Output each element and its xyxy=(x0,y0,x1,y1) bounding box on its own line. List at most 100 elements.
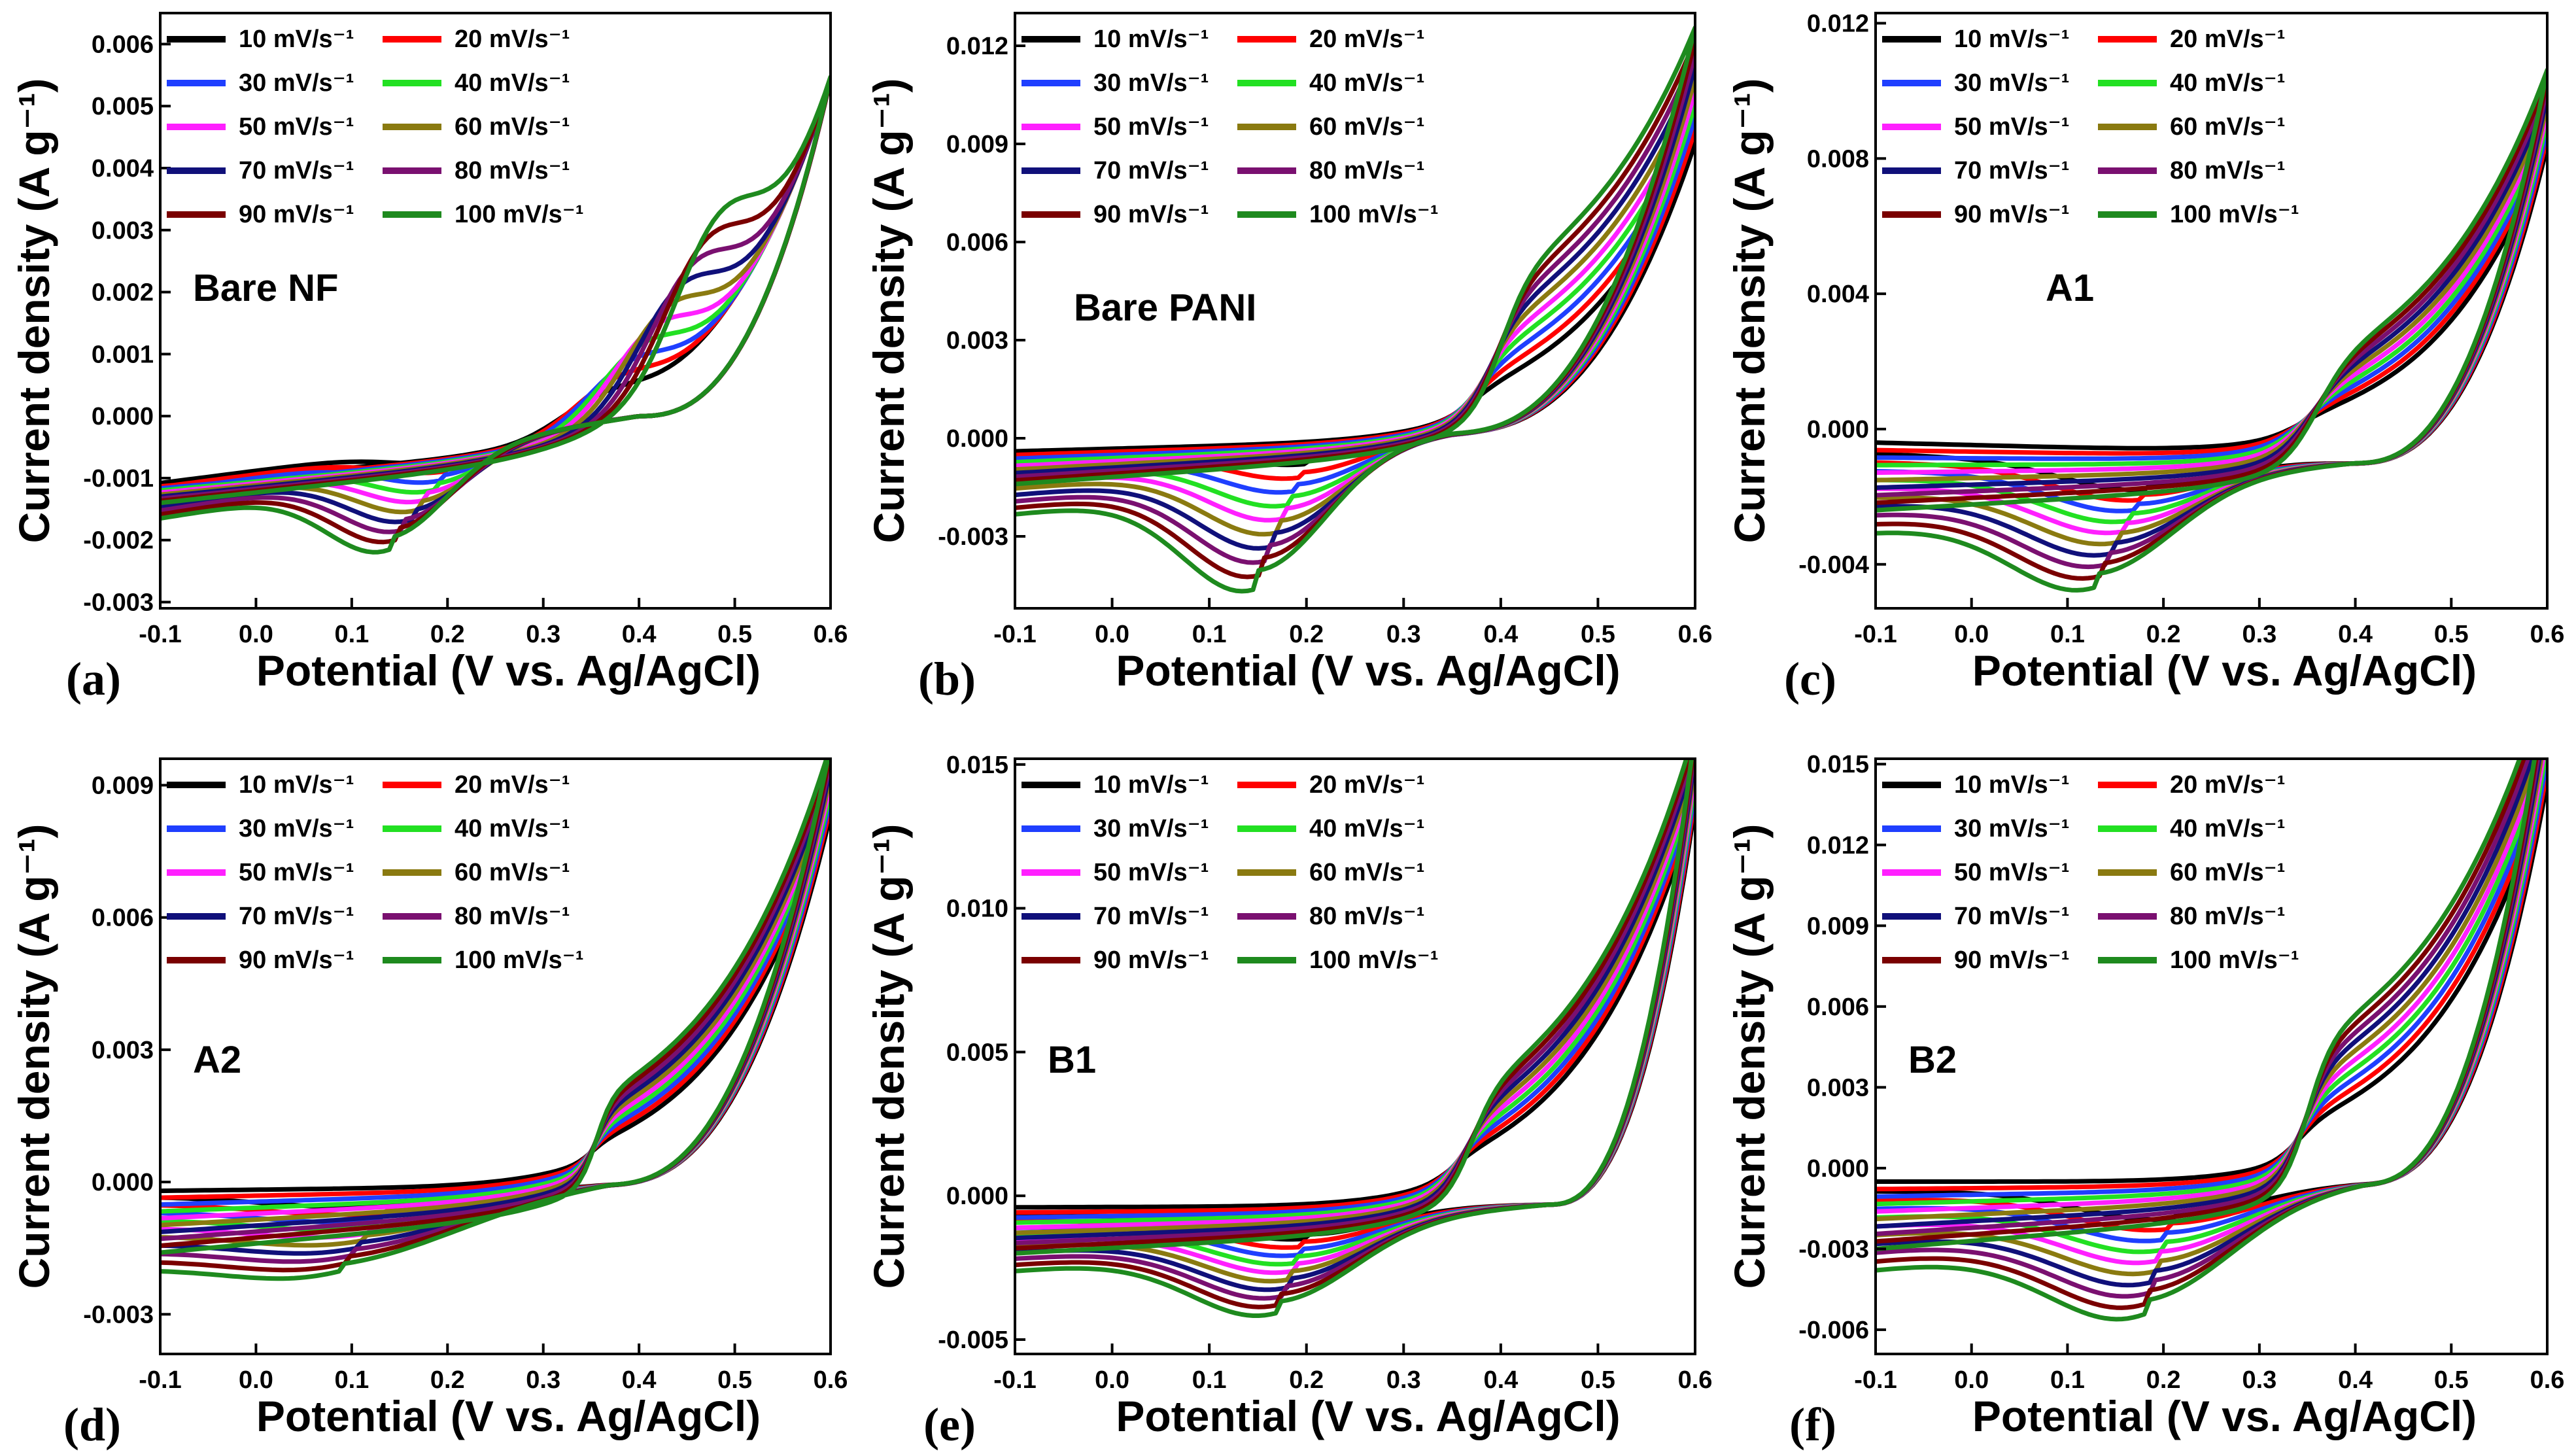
cv-curve-7 xyxy=(1015,759,1695,1292)
legend-entry-9: 90 mV/s⁻¹ xyxy=(1093,201,1209,228)
legend-entry-7: 70 mV/s⁻¹ xyxy=(239,903,354,930)
y-tick-label: -0.005 xyxy=(938,1326,1008,1354)
x-axis-label: Potential (V vs. Ag/AgCl) xyxy=(1116,646,1620,695)
x-axis-label: Potential (V vs. Ag/AgCl) xyxy=(256,646,761,695)
y-tick-label: 0.000 xyxy=(946,1183,1008,1210)
legend-entry-1: 10 mV/s⁻¹ xyxy=(239,771,354,799)
x-tick-label: 0.3 xyxy=(1386,621,1421,648)
legend-entry-8: 80 mV/s⁻¹ xyxy=(455,903,570,930)
y-tick-label: -0.003 xyxy=(938,523,1008,551)
y-tick-label: -0.003 xyxy=(1798,1236,1869,1263)
legend-entry-7: 70 mV/s⁻¹ xyxy=(1954,903,2069,930)
plot-frame xyxy=(1014,12,1696,610)
legend-entry-1: 10 mV/s⁻¹ xyxy=(1954,26,2069,53)
y-tick-label: 0.009 xyxy=(946,131,1008,158)
x-tick-label: 0.3 xyxy=(2242,621,2276,648)
plot-frame xyxy=(1874,12,2549,610)
y-axis-label: Current density (A g⁻¹) xyxy=(10,824,58,1289)
x-tick-label: 0.1 xyxy=(2050,1366,2085,1394)
x-tick-label: -0.1 xyxy=(1854,621,1897,648)
x-tick-label: 0.3 xyxy=(526,1366,560,1394)
y-tick-label: -0.003 xyxy=(83,1301,154,1328)
panel-d: -0.1 0.0 0.1 0.2 0.3 0.4 0.5 0.6 -0.003 0.000 0.00… xyxy=(10,757,848,1451)
cv-curves xyxy=(160,759,831,1281)
y-tick-label: 0.012 xyxy=(946,33,1008,60)
legend-entry-2: 20 mV/s⁻¹ xyxy=(455,771,570,799)
panel-a: -0.1 0.0 0.1 0.2 0.3 0.4 0.5 0.6 -0.003 -0.002 -0.… xyxy=(10,12,848,705)
legend-entry-4: 40 mV/s⁻¹ xyxy=(1309,815,1424,842)
y-tick-label: 0.005 xyxy=(946,1039,1008,1066)
legend-entry-9: 90 mV/s⁻¹ xyxy=(1954,946,2069,974)
legend-entry-3: 30 mV/s⁻¹ xyxy=(239,815,354,842)
plot-frame xyxy=(1014,757,1696,1355)
y-tick-label: 0.004 xyxy=(92,155,154,182)
panel-c: -0.1 0.0 0.1 0.2 0.3 0.4 0.5 0.6 -0.004 0.000 0.00… xyxy=(1725,10,2564,705)
x-tick-label: 0.1 xyxy=(2050,621,2085,648)
legend-entry-1: 10 mV/s⁻¹ xyxy=(239,26,354,53)
cv-curve-5 xyxy=(1876,110,2547,536)
y-tick-label: 0.015 xyxy=(946,752,1008,779)
cv-curve-9 xyxy=(1876,759,2539,1310)
y-tick-label: 0.003 xyxy=(92,217,154,245)
x-tick-label: 0.1 xyxy=(1192,621,1227,648)
y-tick-label: 0.015 xyxy=(1807,751,1869,778)
x-tick-label: 0.0 xyxy=(1954,621,1989,648)
plot-frame xyxy=(159,757,832,1355)
y-tick-label: 0.000 xyxy=(92,403,154,430)
legend-entry-9: 90 mV/s⁻¹ xyxy=(1954,201,2069,228)
legend-entry-10: 100 mV/s⁻¹ xyxy=(2170,946,2299,974)
x-axis-label: Potential (V vs. Ag/AgCl) xyxy=(1972,1392,2477,1440)
cv-curve-5 xyxy=(160,782,831,1240)
legend-entry-4: 40 mV/s⁻¹ xyxy=(455,69,570,97)
x-tick-label: 0.1 xyxy=(1192,1366,1227,1394)
y-tick-label: 0.002 xyxy=(92,279,154,307)
x-tick-label: -0.1 xyxy=(139,1366,181,1394)
x-tick-label: 0.2 xyxy=(1289,621,1324,648)
panel-label: (d) xyxy=(63,1398,121,1451)
legend-entry-7: 70 mV/s⁻¹ xyxy=(239,157,354,184)
legend-entry-2: 20 mV/s⁻¹ xyxy=(2170,26,2285,53)
y-tick-label: 0.006 xyxy=(1807,994,1869,1021)
x-tick-label: 0.3 xyxy=(2242,1366,2276,1394)
cv-curve-8 xyxy=(1015,50,1695,565)
legend-entry-10: 100 mV/s⁻¹ xyxy=(455,946,584,974)
legend-entry-3: 30 mV/s⁻¹ xyxy=(1954,69,2069,97)
y-axis-label: Current density (A g⁻¹) xyxy=(1725,824,1774,1289)
legend-entry-8: 80 mV/s⁻¹ xyxy=(2170,157,2285,184)
y-tick-label: -0.002 xyxy=(83,527,154,555)
legend-entry-5: 50 mV/s⁻¹ xyxy=(1954,859,2069,886)
cv-curve-7 xyxy=(1015,63,1695,551)
cv-curve-1 xyxy=(1876,780,2547,1222)
sample-label: A1 xyxy=(2046,267,2094,309)
cv-curve-5 xyxy=(1015,769,1695,1275)
y-tick-label: 0.004 xyxy=(1807,281,1869,308)
legend-entry-9: 90 mV/s⁻¹ xyxy=(1093,946,1209,974)
cv-curve-9 xyxy=(1015,38,1695,580)
x-tick-label: 0.5 xyxy=(2434,1366,2469,1394)
cv-curve-7 xyxy=(160,766,831,1256)
x-tick-label: -0.1 xyxy=(993,621,1036,648)
legend-entry-6: 60 mV/s⁻¹ xyxy=(455,113,570,141)
x-tick-label: 0.4 xyxy=(1483,1366,1518,1394)
legend: 10 mV/s⁻¹ 20 mV/s⁻¹ 30 mV/s⁻¹ 40 mV/s⁻¹ 50 m… xyxy=(167,771,584,974)
panel-label: (b) xyxy=(918,653,976,705)
cv-curve-7 xyxy=(1876,759,2542,1288)
legend-entry-5: 50 mV/s⁻¹ xyxy=(239,113,354,141)
legend: 10 mV/s⁻¹ 20 mV/s⁻¹ 30 mV/s⁻¹ 40 mV/s⁻¹ 50 m… xyxy=(1022,771,1439,974)
x-tick-label: 0.5 xyxy=(1581,621,1615,648)
legend-entry-5: 50 mV/s⁻¹ xyxy=(1093,859,1209,886)
x-tick-label: 0.4 xyxy=(622,1366,657,1394)
x-axis-label: Potential (V vs. Ag/AgCl) xyxy=(256,1392,761,1440)
cv-curve-10 xyxy=(1015,25,1695,594)
cv-curves xyxy=(1876,759,2547,1322)
x-tick-label: 0.0 xyxy=(1095,1366,1129,1394)
y-tick-label: 0.000 xyxy=(92,1169,154,1196)
legend-entry-10: 100 mV/s⁻¹ xyxy=(1309,946,1439,974)
y-tick-label: -0.001 xyxy=(83,465,154,493)
x-tick-label: 0.4 xyxy=(622,621,657,648)
y-tick-label: 0.006 xyxy=(92,31,154,58)
legend: 10 mV/s⁻¹ 20 mV/s⁻¹ 30 mV/s⁻¹ 40 mV/s⁻¹ 50 m… xyxy=(1882,26,2299,228)
legend-entry-10: 100 mV/s⁻¹ xyxy=(2170,201,2299,228)
legend-entry-4: 40 mV/s⁻¹ xyxy=(2170,815,2285,842)
